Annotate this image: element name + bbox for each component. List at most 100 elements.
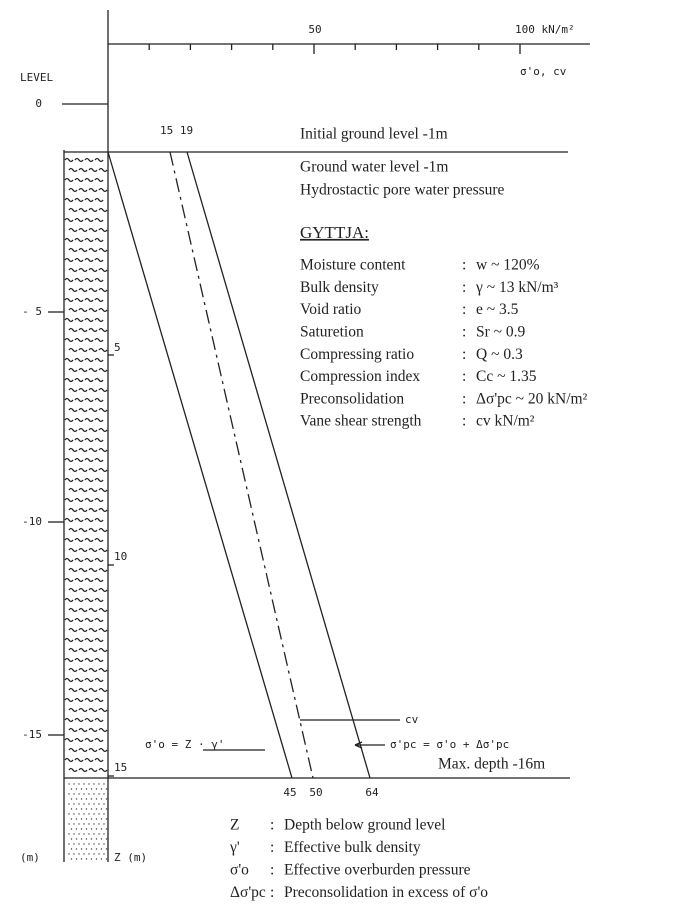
hatch: [89, 649, 97, 652]
sand-dot: [78, 823, 79, 824]
hatch: [99, 509, 107, 512]
hatch: [85, 239, 93, 242]
hatch: [95, 419, 103, 422]
hatch: [99, 329, 107, 332]
hatch: [89, 509, 97, 512]
sand-dot: [96, 788, 97, 789]
axis-unit: (m): [20, 851, 40, 864]
sand-dot: [88, 853, 89, 854]
sand-dot: [96, 828, 97, 829]
soil-rows: Moisture content:w ~ 120%Bulk density:γ …: [300, 257, 588, 430]
hatch: [75, 679, 83, 682]
hatch: [75, 759, 83, 762]
header-text: Ground water level -1m: [300, 159, 449, 176]
hatch: [69, 489, 77, 492]
hatch: [85, 279, 93, 282]
axis-title: LEVEL: [20, 71, 53, 84]
hatch: [69, 589, 77, 592]
legend-text: Depth below ground level: [284, 817, 445, 834]
hatch: [99, 689, 107, 692]
hatch: [65, 539, 73, 542]
top-values: 15 19: [160, 124, 193, 137]
sand-dot: [101, 838, 102, 839]
legend-colon: :: [270, 817, 274, 834]
sand-dot: [68, 843, 69, 844]
hatch: [89, 229, 97, 232]
hatch: [75, 519, 83, 522]
row-value: cv kN/m²: [476, 413, 535, 430]
hatch: [75, 479, 83, 482]
sand-dot: [91, 808, 92, 809]
sand-dot: [96, 838, 97, 839]
annotation: cv: [405, 713, 419, 726]
sand-dot: [81, 828, 82, 829]
sand-dot: [78, 783, 79, 784]
hatch: [75, 579, 83, 582]
z-label: 5: [114, 341, 121, 354]
sand-dot: [78, 793, 79, 794]
hatch: [85, 159, 93, 162]
hatch: [65, 679, 73, 682]
hatch: [69, 229, 77, 232]
sand-dot: [86, 818, 87, 819]
sand-dot: [106, 848, 107, 849]
legend-text: Effective overburden pressure: [284, 862, 471, 879]
hatch: [75, 639, 83, 642]
hatch: [69, 449, 77, 452]
hatch: [85, 759, 93, 762]
row-colon: :: [462, 368, 466, 385]
legend-symbol: Z: [230, 817, 239, 834]
hatch: [85, 299, 93, 302]
hatch: [99, 489, 107, 492]
hatch: [69, 729, 77, 732]
sand-dot: [98, 813, 99, 814]
hatch: [65, 199, 73, 202]
sand-dot: [98, 853, 99, 854]
hatch: [69, 609, 77, 612]
sand-dot: [86, 848, 87, 849]
hatch: [99, 269, 107, 272]
hatch: [69, 409, 77, 412]
row-value: Sr ~ 0.9: [476, 323, 526, 340]
hatch: [99, 469, 107, 472]
hatch: [95, 719, 103, 722]
hatch: [85, 219, 93, 222]
hatch: [95, 659, 103, 662]
hatch: [75, 379, 83, 382]
hatch: [75, 359, 83, 362]
hatch: [79, 589, 87, 592]
hatch: [89, 729, 97, 732]
hatch: [95, 359, 103, 362]
hatch: [79, 229, 87, 232]
hatch: [85, 419, 93, 422]
hatch: [79, 689, 87, 692]
row-label: Bulk density: [300, 279, 379, 296]
hatch: [95, 179, 103, 182]
hatch: [65, 439, 73, 442]
sand-dot: [76, 798, 77, 799]
sand-dot: [93, 793, 94, 794]
hatch: [69, 629, 77, 632]
vane-line: [170, 152, 313, 778]
sand-dot: [81, 798, 82, 799]
header-text: Initial ground level -1m: [300, 126, 448, 143]
hatch: [75, 319, 83, 322]
sand-dot: [73, 793, 74, 794]
hatch: [89, 589, 97, 592]
sand-dot: [106, 838, 107, 839]
hatch: [89, 269, 97, 272]
hatch: [89, 629, 97, 632]
hatch: [85, 379, 93, 382]
sand-dot: [71, 808, 72, 809]
row-colon: :: [462, 413, 466, 430]
hatch: [85, 199, 93, 202]
sand-dot: [101, 858, 102, 859]
hatch: [79, 509, 87, 512]
hatch: [99, 429, 107, 432]
hatch: [95, 319, 103, 322]
sand-dot: [73, 803, 74, 804]
hatch: [65, 479, 73, 482]
hatch: [99, 729, 107, 732]
hatch: [79, 249, 87, 252]
sand-dot: [96, 858, 97, 859]
